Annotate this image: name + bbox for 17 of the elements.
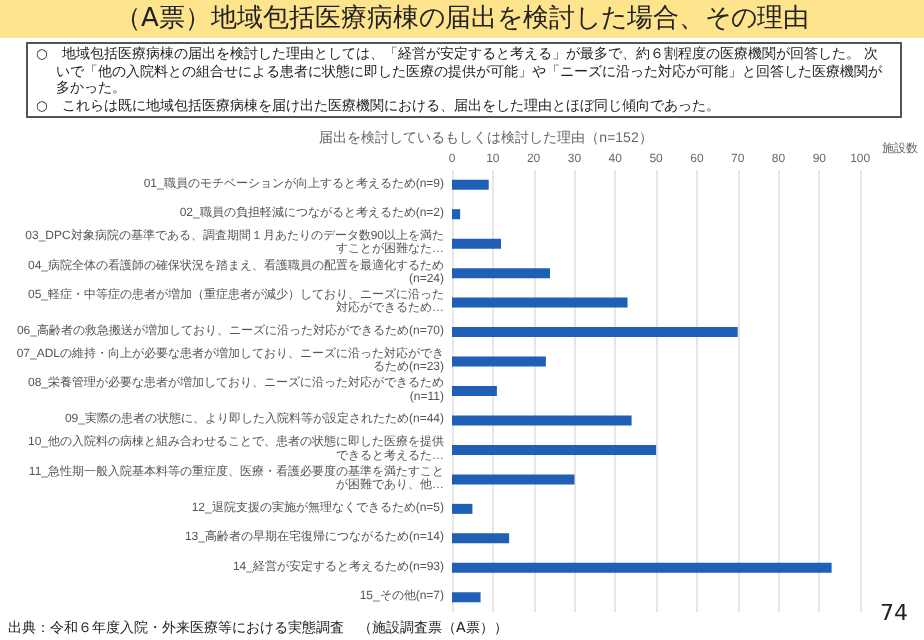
text: 74	[880, 600, 908, 626]
bar	[452, 209, 461, 220]
bar	[452, 327, 738, 338]
bar	[452, 503, 473, 514]
bar	[452, 179, 489, 190]
bar	[452, 297, 628, 308]
bar	[452, 356, 546, 367]
bar	[452, 444, 657, 455]
bar	[452, 268, 550, 279]
bar	[452, 592, 481, 603]
bar	[452, 415, 632, 426]
bar	[452, 533, 510, 544]
chart-title: （A票）地域包括医療病棟の届出を検討した場合、その理由	[0, 0, 924, 38]
bar	[452, 474, 575, 485]
bar	[452, 238, 501, 249]
bar	[452, 386, 497, 396]
bar	[452, 562, 832, 573]
